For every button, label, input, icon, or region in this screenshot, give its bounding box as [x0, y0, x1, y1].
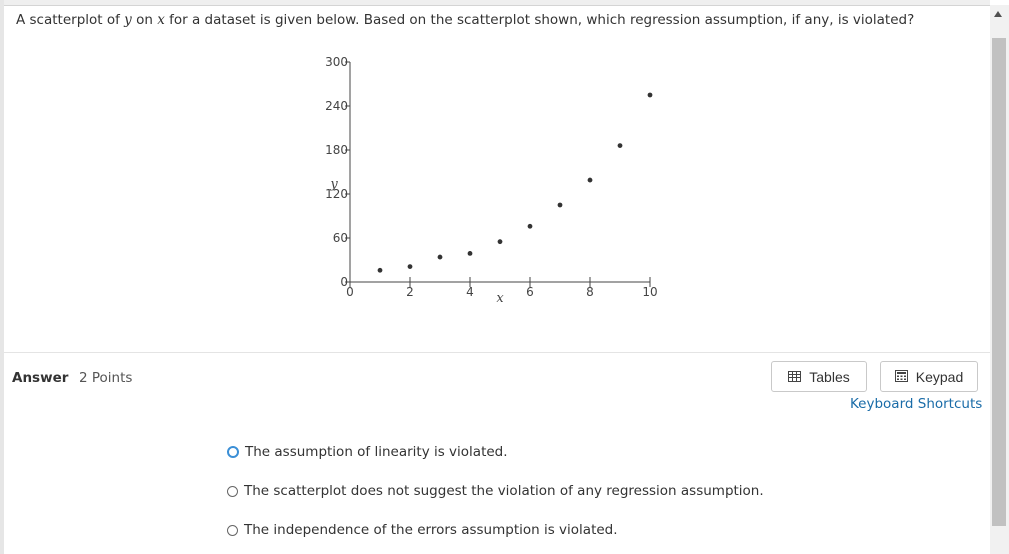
- scatter-point: [377, 267, 383, 273]
- keypad-button[interactable]: Keypad: [880, 361, 978, 392]
- y-tick-label: 240: [325, 99, 348, 113]
- x-tick-label: 10: [642, 285, 657, 299]
- question-var-x: x: [157, 12, 165, 28]
- choice-linearity[interactable]: The assumption of linearity is violated.: [227, 444, 508, 460]
- radio-button[interactable]: [227, 524, 238, 536]
- scatter-point: [467, 251, 473, 256]
- scatter-point: [647, 92, 653, 98]
- radio-button[interactable]: [227, 485, 238, 497]
- y-tick-label: 60: [333, 231, 348, 245]
- keypad-icon: [894, 369, 908, 385]
- x-tick-label: 0: [346, 285, 354, 299]
- scatter-point: [407, 264, 413, 269]
- choice-no-violation[interactable]: The scatterplot does not suggest the vio…: [227, 483, 764, 499]
- scatter-point: [587, 177, 593, 183]
- choice-label: The assumption of linearity is violated.: [245, 444, 508, 460]
- scatterplot: 0 60 120 180 240 300 0 2 4 6 8 10 x y: [325, 55, 658, 306]
- vertical-scrollbar[interactable]: [990, 5, 1009, 554]
- choice-label: The independence of the errors assumptio…: [244, 522, 618, 538]
- question-part: A scatterplot of: [16, 12, 125, 28]
- scatter-point: [437, 254, 443, 260]
- y-tick-label: 300: [325, 55, 348, 69]
- top-frame-border: [0, 0, 990, 6]
- y-tick-label: 180: [325, 143, 348, 157]
- tables-button[interactable]: Tables: [771, 361, 867, 392]
- x-tick-label: 4: [466, 285, 474, 299]
- scatter-point: [557, 202, 563, 208]
- scroll-up-arrow-icon[interactable]: [994, 11, 1002, 17]
- scatter-point: [497, 239, 503, 245]
- points-value: 2 Points: [79, 370, 133, 386]
- y-tick-label: 0: [340, 275, 348, 289]
- x-tick-label: 8: [586, 285, 594, 299]
- scatter-point: [617, 143, 623, 148]
- choice-independence[interactable]: The independence of the errors assumptio…: [227, 522, 618, 538]
- x-tick-label: 6: [526, 285, 534, 299]
- keypad-button-label: Keypad: [915, 368, 964, 385]
- section-divider: [4, 352, 990, 353]
- scatter-point: [527, 223, 533, 229]
- radio-button[interactable]: [227, 446, 239, 458]
- x-tick-label: 2: [406, 285, 414, 299]
- scrollbar-thumb[interactable]: [992, 38, 1006, 526]
- question-part: on: [131, 12, 158, 28]
- left-frame-border: [0, 0, 4, 554]
- answer-label: Answer: [12, 370, 69, 386]
- y-tick-label: 120: [325, 187, 348, 201]
- question-text: A scatterplot of y on x for a dataset is…: [16, 12, 914, 28]
- question-part: for a dataset is given below. Based on t…: [164, 12, 915, 28]
- question-var-y: y: [124, 12, 132, 28]
- tables-button-label: Tables: [809, 368, 850, 385]
- table-icon: [788, 369, 802, 385]
- x-axis-label: x: [496, 291, 504, 306]
- y-axis-label: y: [329, 177, 338, 192]
- choice-label: The scatterplot does not suggest the vio…: [244, 483, 764, 499]
- keyboard-shortcuts-link[interactable]: Keyboard Shortcuts: [850, 396, 983, 412]
